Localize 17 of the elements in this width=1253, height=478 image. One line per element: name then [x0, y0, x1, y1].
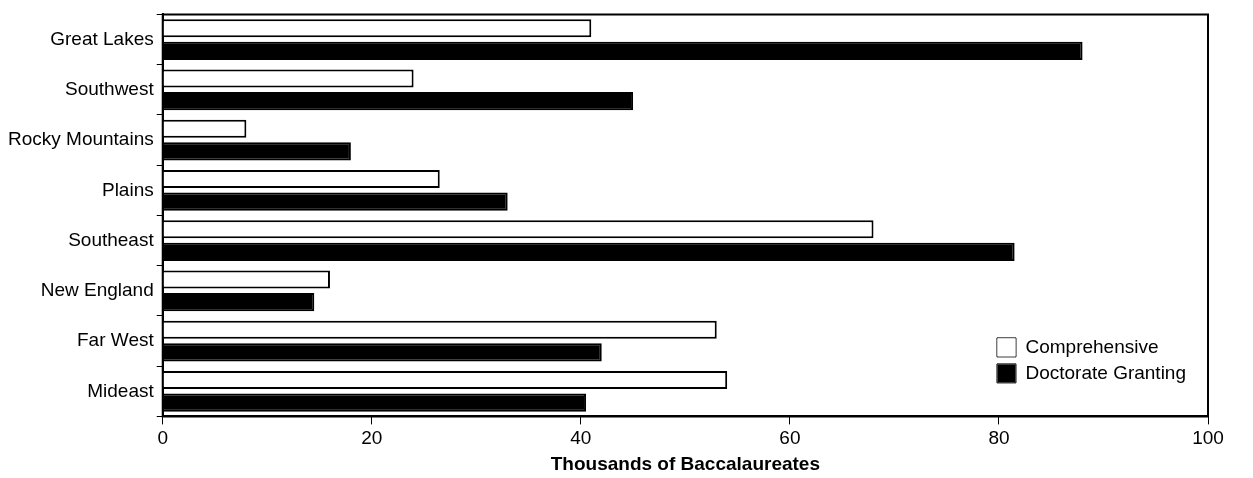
legend-label: Doctorate Granting — [1025, 361, 1187, 383]
y-tick-label: Southeast — [68, 228, 155, 250]
x-axis-title: Thousands of Baccalaureates — [550, 452, 820, 474]
x-tick-label: 60 — [779, 427, 801, 449]
x-tick-label: 100 — [1192, 427, 1224, 449]
x-tick-label: 0 — [157, 427, 169, 449]
x-tick-label: 20 — [361, 427, 383, 449]
y-tick-label: New England — [40, 279, 154, 301]
y-tick-label: Plains — [101, 178, 154, 200]
x-tick-label: 80 — [988, 427, 1010, 449]
x-tick-label: 40 — [570, 427, 592, 449]
y-tick-label: Rocky Mountains — [7, 128, 154, 150]
y-tick-label: Southwest — [64, 78, 155, 100]
y-tick-label: Far West — [77, 329, 155, 351]
legend-label: Comprehensive — [1025, 335, 1159, 357]
y-tick-label: Mideast — [87, 379, 155, 401]
y-tick-label: Great Lakes — [50, 27, 154, 49]
